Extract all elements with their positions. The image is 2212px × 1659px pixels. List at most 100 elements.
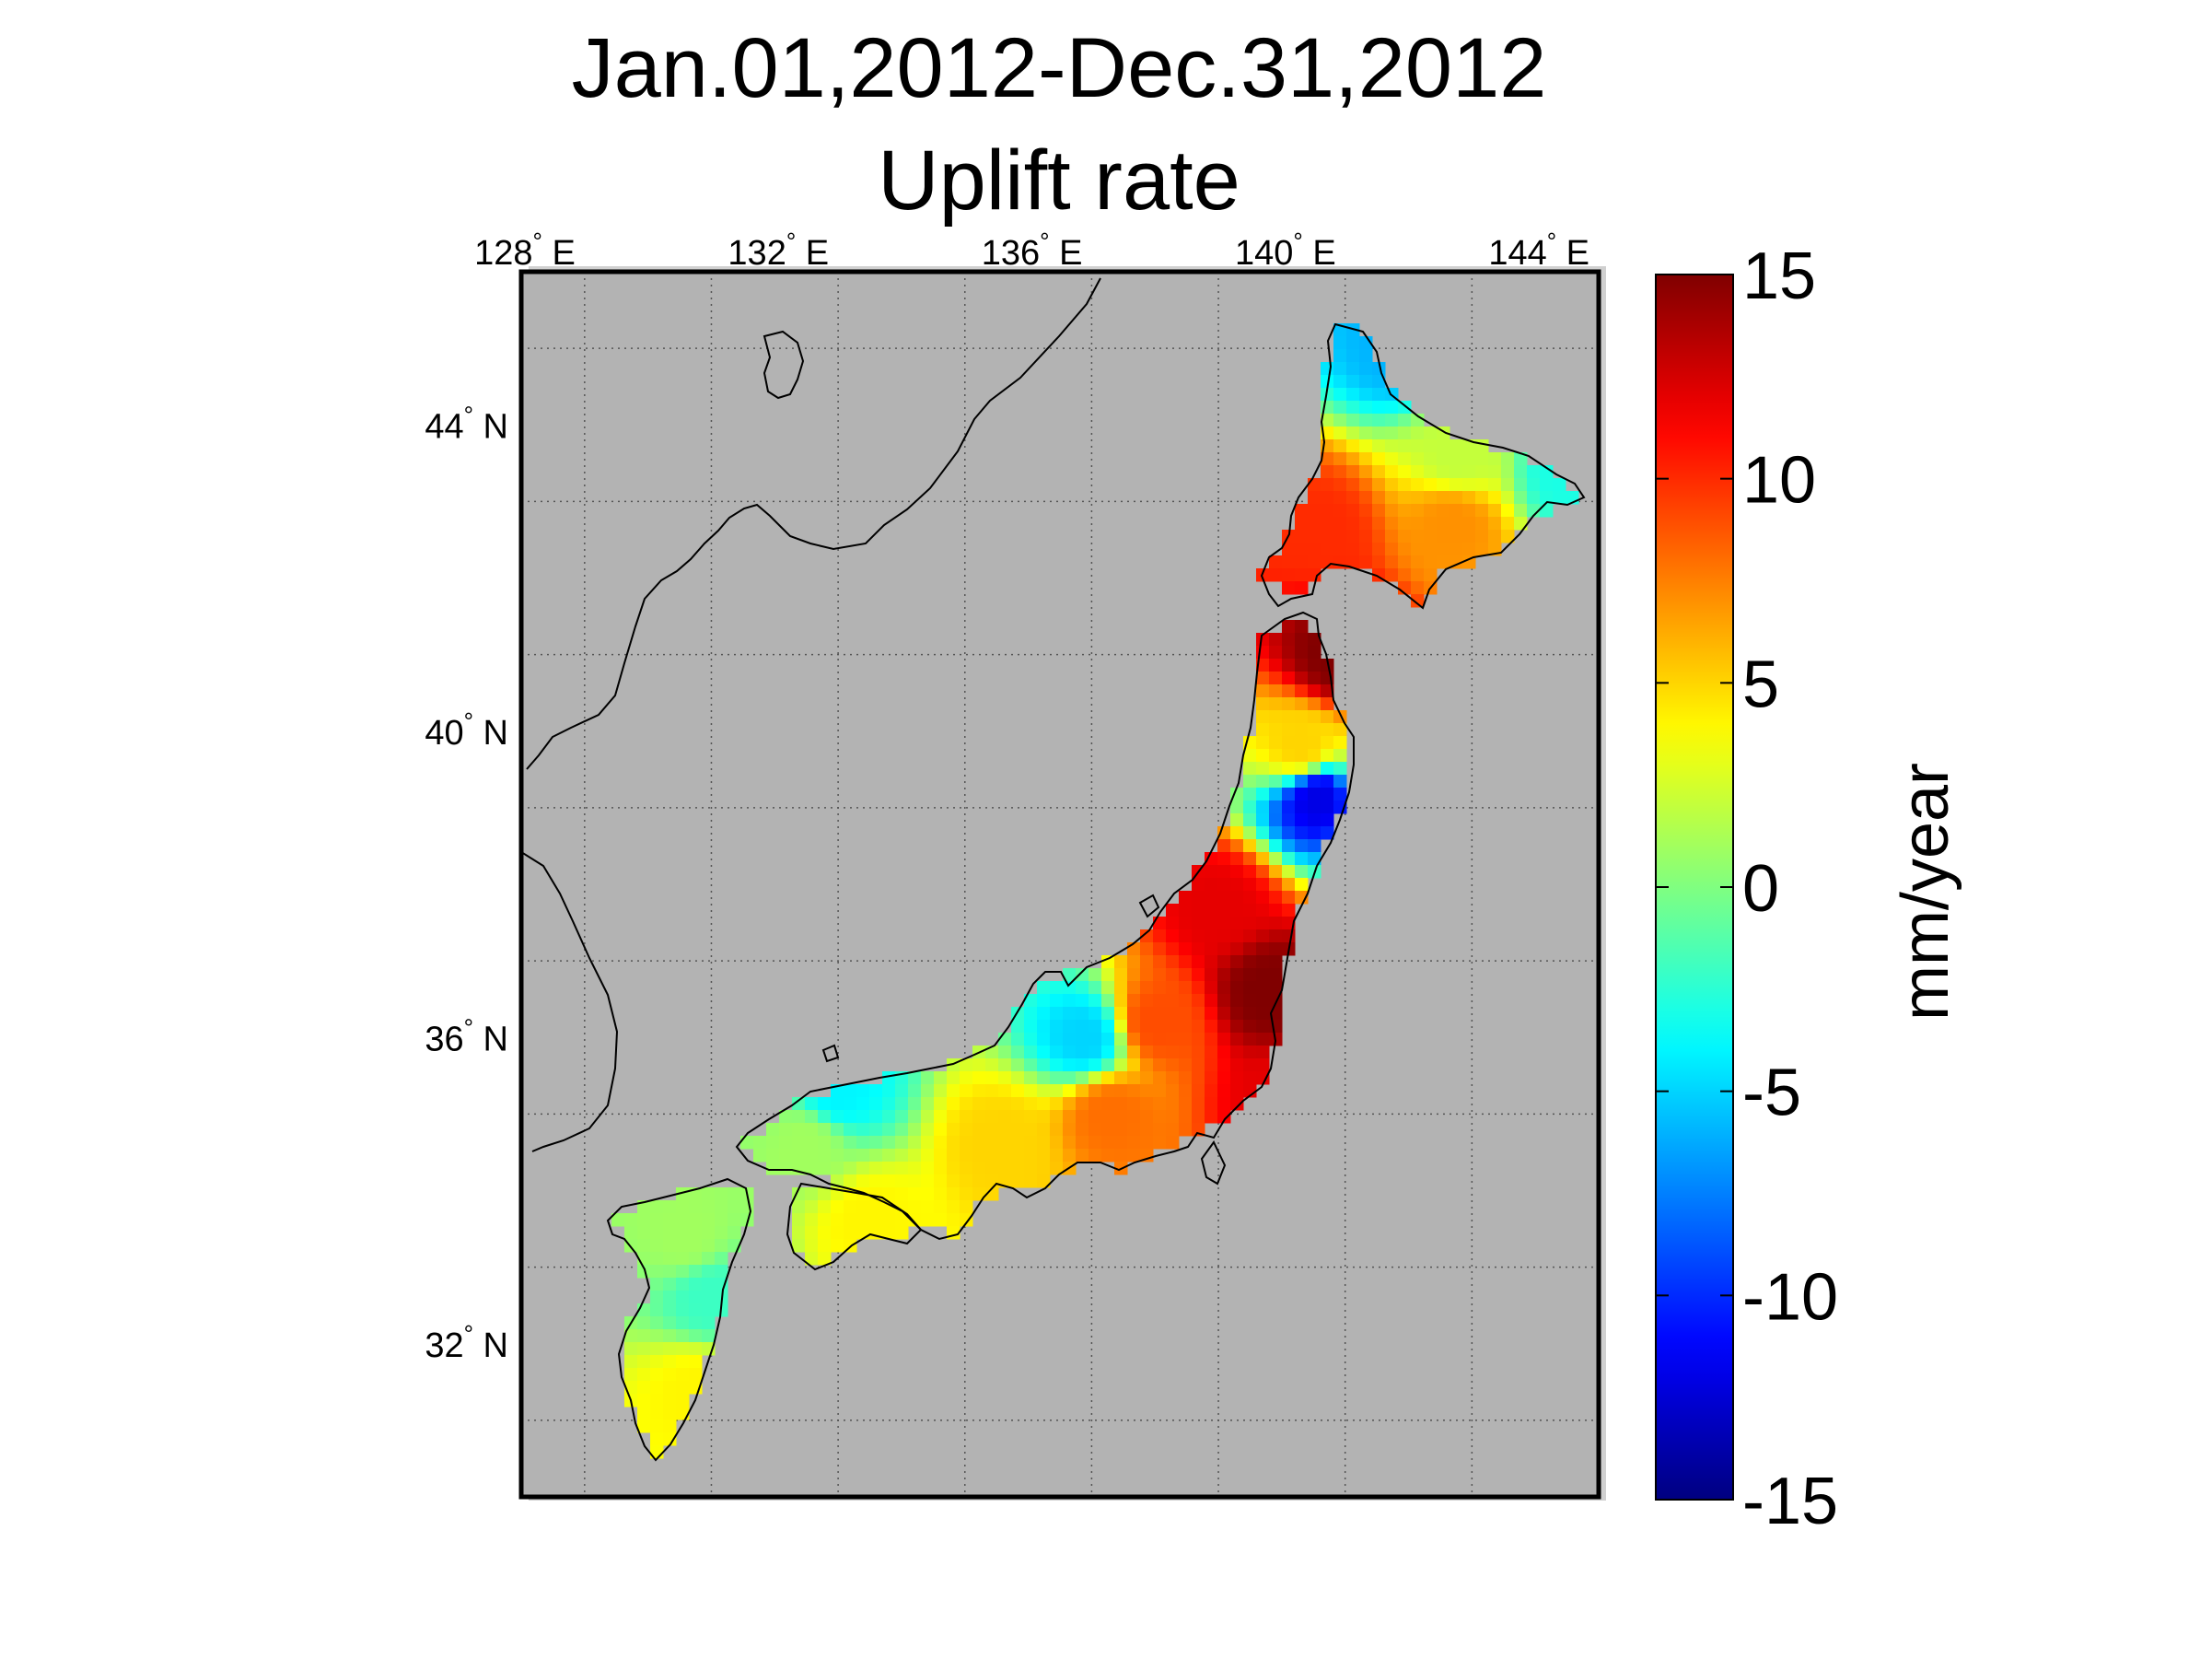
heat-cell xyxy=(1153,1071,1167,1085)
heat-cell xyxy=(844,1213,857,1227)
colorbar-tick-label: 10 xyxy=(1742,444,1816,518)
heat-cell xyxy=(689,1226,703,1240)
heat-cell xyxy=(1076,968,1089,982)
heat-cell xyxy=(1321,684,1334,698)
heat-cell xyxy=(1063,1033,1077,1046)
heat-cell xyxy=(1282,775,1296,789)
heat-cell xyxy=(921,1213,935,1227)
heat-cell xyxy=(740,1200,754,1214)
heat-cell xyxy=(663,1355,677,1369)
heat-cell xyxy=(908,1162,922,1175)
heat-cell xyxy=(1398,504,1412,518)
heat-cell xyxy=(985,1097,999,1111)
heat-cell xyxy=(1153,1110,1167,1124)
heat-cell xyxy=(960,1110,973,1124)
heat-cell xyxy=(1166,929,1180,943)
heat-cell xyxy=(1153,1046,1167,1059)
heat-cell xyxy=(1217,865,1231,879)
heat-cell xyxy=(1346,478,1360,492)
heat-cell xyxy=(663,1381,677,1395)
heat-cell xyxy=(1295,878,1309,892)
heat-cell xyxy=(650,1342,664,1356)
heat-cell xyxy=(844,1097,857,1111)
heat-cell xyxy=(792,1239,806,1253)
heat-cell xyxy=(908,1149,922,1162)
heat-cell xyxy=(1282,878,1296,892)
heat-cell xyxy=(663,1407,677,1420)
heat-cell xyxy=(1321,452,1334,466)
heat-cell xyxy=(805,1239,819,1253)
heat-cell xyxy=(1037,1149,1051,1162)
heat-cell xyxy=(1179,942,1193,956)
heat-cell xyxy=(637,1381,651,1395)
heat-cell xyxy=(1514,465,1528,479)
heat-cell xyxy=(1359,491,1373,505)
heat-cell xyxy=(1475,504,1489,518)
heat-cell xyxy=(1153,1097,1167,1111)
heat-cell xyxy=(1101,1110,1115,1124)
heat-cell xyxy=(1179,968,1193,982)
heat-cell xyxy=(663,1432,677,1446)
heat-cell xyxy=(934,1187,948,1201)
heat-cell xyxy=(1243,1071,1257,1085)
heat-cell xyxy=(1462,452,1476,466)
heat-cell xyxy=(856,1084,870,1098)
heat-cell xyxy=(663,1329,677,1343)
heat-cell xyxy=(921,1149,935,1162)
heat-cell xyxy=(1063,1007,1077,1021)
heat-cell xyxy=(1101,968,1115,982)
heat-cell xyxy=(1076,1136,1089,1150)
heat-cell xyxy=(1308,723,1321,737)
heat-cell xyxy=(689,1252,703,1266)
heat-cell xyxy=(1243,749,1257,763)
heat-cell xyxy=(1424,555,1438,569)
coastline-hokkaido xyxy=(1260,322,1586,610)
heat-cell xyxy=(1179,891,1193,905)
heat-cell xyxy=(1192,1046,1205,1059)
heat-cell xyxy=(1153,942,1167,956)
heat-cell xyxy=(1024,1020,1038,1034)
heat-cell xyxy=(1230,839,1244,853)
heat-cell xyxy=(1217,981,1231,995)
heat-cell xyxy=(1321,659,1334,672)
heat-cell xyxy=(1205,968,1218,982)
heat-cell xyxy=(1011,1020,1025,1034)
heat-cell xyxy=(1501,465,1515,479)
heat-cell xyxy=(1269,633,1283,647)
heat-cell xyxy=(1308,672,1321,685)
heat-cell xyxy=(1437,452,1450,466)
heat-cell xyxy=(1230,813,1244,827)
heat-cell xyxy=(960,1149,973,1162)
heat-cell xyxy=(1243,839,1257,853)
heat-cell xyxy=(1475,478,1489,492)
heat-cell xyxy=(1437,491,1450,505)
heat-cell xyxy=(1256,1020,1270,1034)
heat-cell xyxy=(1114,1097,1128,1111)
heat-cell xyxy=(1243,917,1257,930)
heat-cell xyxy=(1140,1110,1154,1124)
heat-cell xyxy=(1217,955,1231,969)
heat-cell xyxy=(650,1381,664,1395)
heat-cell xyxy=(856,1226,870,1240)
heat-cell xyxy=(715,1239,728,1253)
heat-cell xyxy=(1205,1046,1218,1059)
heat-cell xyxy=(1230,800,1244,814)
heat-cell xyxy=(1424,543,1438,556)
heat-cell xyxy=(1037,994,1051,1008)
heat-cell xyxy=(1346,375,1360,389)
heat-cell xyxy=(1089,1033,1102,1046)
coastline-shikoku xyxy=(786,1182,923,1271)
heat-cell xyxy=(1127,1084,1141,1098)
heat-cell xyxy=(1385,555,1399,569)
heat-cell xyxy=(998,1110,1012,1124)
heat-cell xyxy=(1475,530,1489,543)
heat-cell xyxy=(805,1162,819,1175)
heat-cell xyxy=(650,1200,664,1214)
heat-cell xyxy=(650,1226,664,1240)
heat-cell xyxy=(1359,452,1373,466)
heat-cell xyxy=(1308,478,1321,492)
heat-cell xyxy=(831,1097,844,1111)
heat-cell xyxy=(650,1265,664,1279)
heat-cell xyxy=(663,1394,677,1408)
longitude-labels: 128° E 132° E 136° E 140° E 144° E xyxy=(474,228,1589,273)
